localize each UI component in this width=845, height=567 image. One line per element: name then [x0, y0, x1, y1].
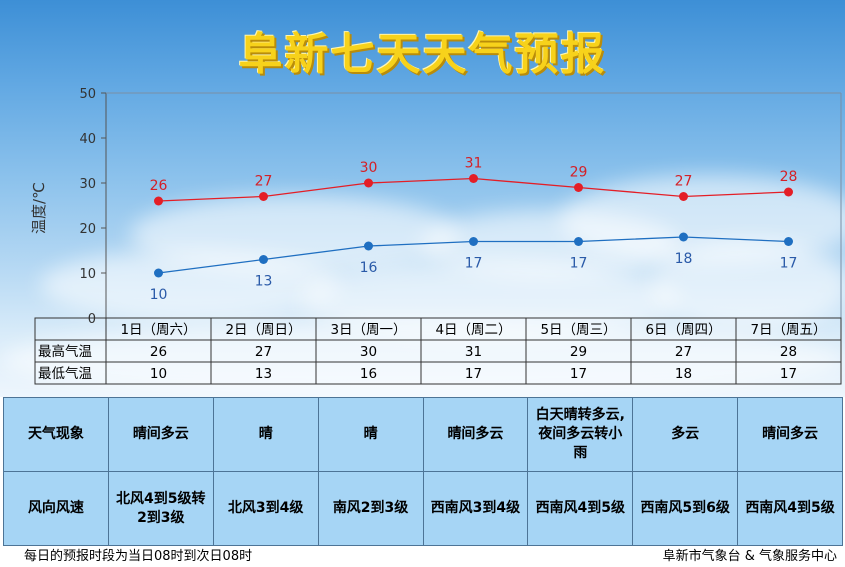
data-label: 16 [360, 260, 378, 276]
data-label: 17 [465, 256, 483, 272]
wind-cell: 北风4到5级转2到3级 [107, 471, 214, 546]
footer: 每日的预报时段为当日08时到次日08时 阜新市气象台 & 气象服务中心 [0, 544, 845, 567]
table-value: 18 [675, 366, 692, 382]
y-tick-label: 0 [88, 312, 96, 327]
weather-cell: 白天晴转多云,夜间多云转小雨 [527, 397, 634, 472]
table-value: 13 [255, 366, 272, 382]
data-point [259, 255, 268, 264]
data-point [574, 237, 583, 246]
data-point [784, 237, 793, 246]
y-tick-label: 20 [79, 222, 96, 237]
weather-cell: 晴间多云 [737, 397, 843, 472]
data-label: 18 [675, 251, 693, 267]
x-tick-label: 1日（周六） [120, 322, 196, 338]
weather-cell: 多云 [632, 397, 739, 472]
table-value: 17 [780, 366, 797, 382]
temperature-table: 1日（周六） 2日（周日） 3日（周一） 4日（周二） 5日（周三） 6日（周四） 7日（周… [34, 317, 842, 385]
weather-cell: 晴 [212, 397, 319, 472]
table-value: 17 [570, 366, 587, 382]
table-value: 26 [150, 344, 167, 360]
x-tick-label: 6日（周四） [645, 322, 721, 338]
data-label: 13 [255, 274, 273, 290]
wind-cell: 西南风4到5级 [527, 471, 634, 546]
table-value: 31 [465, 344, 482, 360]
table-value: 17 [465, 366, 482, 382]
data-label: 27 [675, 174, 693, 190]
data-point [679, 232, 688, 242]
table-series-name: 最低气温 [38, 366, 92, 382]
wind-row-label: 风向风速 [3, 471, 109, 546]
y-tick-label: 50 [79, 87, 96, 102]
data-point [469, 237, 478, 246]
data-label: 27 [255, 174, 273, 190]
wind-cell: 西南风3到4级 [422, 471, 529, 546]
y-tick-label: 40 [79, 132, 96, 147]
data-label: 10 [150, 287, 168, 303]
data-point [154, 268, 163, 278]
data-point [574, 183, 583, 192]
data-label: 30 [360, 160, 378, 176]
data-label: 28 [780, 169, 798, 185]
table-value: 27 [255, 344, 272, 360]
x-tick-label: 2日（周日） [225, 322, 301, 338]
data-label: 17 [570, 256, 588, 272]
y-tick-label: 10 [79, 267, 96, 282]
weather-cell: 晴间多云 [107, 397, 214, 472]
chart-series: 26 27 30 31 29 27 28 10 13 16 17 17 18 17 [150, 156, 798, 304]
x-tick-label: 3日（周一） [330, 322, 406, 338]
data-label: 31 [465, 156, 483, 172]
data-point [679, 192, 688, 201]
x-tick-label: 7日（周五） [750, 322, 826, 338]
weather-cell: 晴 [317, 397, 424, 472]
footer-note: 每日的预报时段为当日08时到次日08时 [24, 549, 253, 564]
data-point [364, 241, 373, 251]
data-point [784, 187, 793, 197]
weather-cell: 晴间多云 [422, 397, 529, 472]
wind-cell: 西南风5到6级 [632, 471, 739, 546]
x-tick-label: 4日（周二） [435, 322, 511, 338]
y-tick-label: 30 [79, 177, 96, 192]
data-label: 29 [570, 165, 588, 181]
table-series-name: 最高气温 [38, 343, 92, 360]
data-label: 17 [780, 256, 798, 272]
wind-row: 风向风速 北风4到5级转2到3级 北风3到4级 南风2到3级 西南风3到4级 西… [3, 471, 843, 546]
chart-axes: 0 10 20 30 40 50 [79, 87, 842, 327]
x-tick-label: 5日（周三） [540, 322, 616, 338]
wind-cell: 北风3到4级 [212, 471, 319, 546]
table-value: 16 [360, 366, 377, 382]
page-title: 阜新七天天气预报 [238, 29, 607, 80]
data-point [364, 178, 373, 188]
footer-source: 阜新市气象台 & 气象服务中心 [662, 549, 837, 564]
data-point [469, 174, 478, 183]
data-point [259, 192, 268, 201]
forecast-details-table: 天气现象 晴间多云 晴 晴 晴间多云 白天晴转多云,夜间多云转小雨 多云 晴间多… [3, 397, 843, 546]
weather-row-label: 天气现象 [3, 397, 109, 472]
data-label: 26 [150, 178, 168, 194]
table-value: 27 [675, 344, 692, 360]
weather-row: 天气现象 晴间多云 晴 晴 晴间多云 白天晴转多云,夜间多云转小雨 多云 晴间多… [3, 397, 843, 472]
table-value: 30 [360, 344, 377, 360]
table-value: 28 [780, 344, 797, 360]
table-value: 29 [570, 344, 587, 360]
table-value: 10 [150, 366, 167, 382]
y-axis-label: 温度/℃ [30, 182, 48, 234]
wind-cell: 西南风4到5级 [737, 471, 843, 546]
data-point [154, 196, 163, 206]
wind-cell: 南风2到3级 [317, 471, 424, 546]
